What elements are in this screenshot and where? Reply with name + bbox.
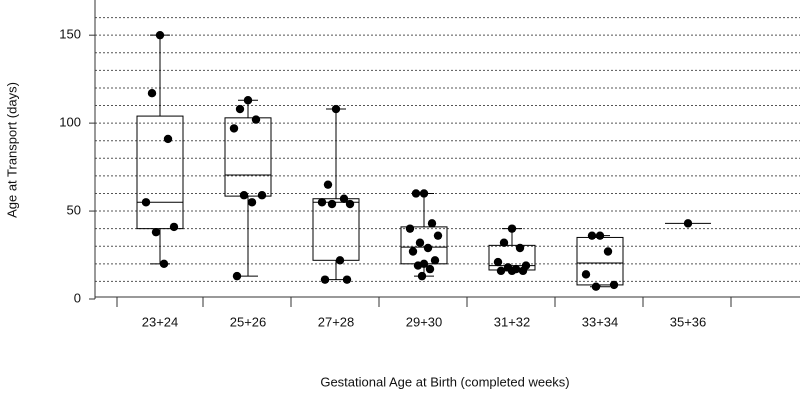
- x-tick-label: 35+36: [670, 314, 707, 329]
- data-point: [327, 199, 337, 209]
- y-tick-label: 0: [74, 290, 81, 305]
- data-point: [257, 191, 267, 200]
- y-axis-label: Age at Transport (days): [4, 82, 19, 218]
- data-point: [425, 264, 435, 274]
- data-point: [413, 261, 423, 270]
- y-tick-label: 50: [67, 202, 81, 217]
- data-point: [433, 231, 443, 240]
- data-point: [587, 231, 597, 240]
- data-point: [159, 259, 169, 269]
- x-axis-label: Gestational Age at Birth (completed week…: [320, 374, 569, 389]
- data-point: [345, 199, 355, 209]
- x-tick-label: 33+34: [582, 314, 619, 329]
- data-point: [496, 266, 506, 276]
- data-point: [419, 189, 429, 198]
- data-point: [239, 191, 249, 200]
- data-point: [423, 243, 433, 253]
- data-point: [155, 30, 165, 40]
- data-point: [251, 115, 261, 124]
- data-point: [232, 271, 242, 281]
- data-point: [411, 189, 421, 198]
- data-point: [427, 219, 437, 228]
- data-point: [499, 238, 509, 247]
- data-point: [515, 243, 525, 253]
- data-point: [493, 257, 503, 267]
- data-point: [235, 104, 245, 114]
- data-point: [323, 180, 333, 189]
- data-point: [229, 124, 239, 133]
- data-point: [591, 282, 601, 291]
- data-point: [141, 198, 151, 207]
- data-point: [163, 134, 173, 144]
- data-point: [595, 231, 605, 240]
- data-point: [609, 280, 619, 290]
- data-point: [317, 198, 327, 207]
- data-point: [320, 275, 330, 284]
- data-point: [339, 194, 349, 203]
- data-point: [430, 256, 440, 265]
- data-point: [683, 219, 693, 228]
- x-tick-label: 31+32: [494, 314, 531, 329]
- data-point: [507, 224, 517, 233]
- data-point: [405, 224, 415, 233]
- x-tick-label: 23+24: [142, 314, 179, 329]
- data-point: [331, 104, 341, 114]
- data-point: [603, 247, 613, 256]
- data-point: [335, 256, 345, 265]
- data-point: [581, 270, 591, 279]
- data-point: [415, 238, 425, 247]
- box: [312, 198, 360, 261]
- x-tick-label: 25+26: [230, 314, 267, 329]
- data-point: [417, 271, 427, 281]
- data-point: [243, 96, 253, 105]
- data-point: [518, 266, 528, 276]
- data-point: [151, 227, 161, 237]
- data-point: [408, 247, 418, 256]
- data-point: [169, 222, 179, 232]
- data-point: [147, 89, 157, 98]
- data-point: [507, 266, 517, 276]
- data-point: [247, 198, 257, 207]
- y-tick-label: 100: [59, 115, 81, 130]
- x-tick-label: 29+30: [406, 314, 443, 329]
- box: [136, 115, 184, 230]
- x-tick-label: 27+28: [318, 314, 355, 329]
- data-point: [342, 275, 352, 284]
- y-tick-label: 150: [59, 27, 81, 42]
